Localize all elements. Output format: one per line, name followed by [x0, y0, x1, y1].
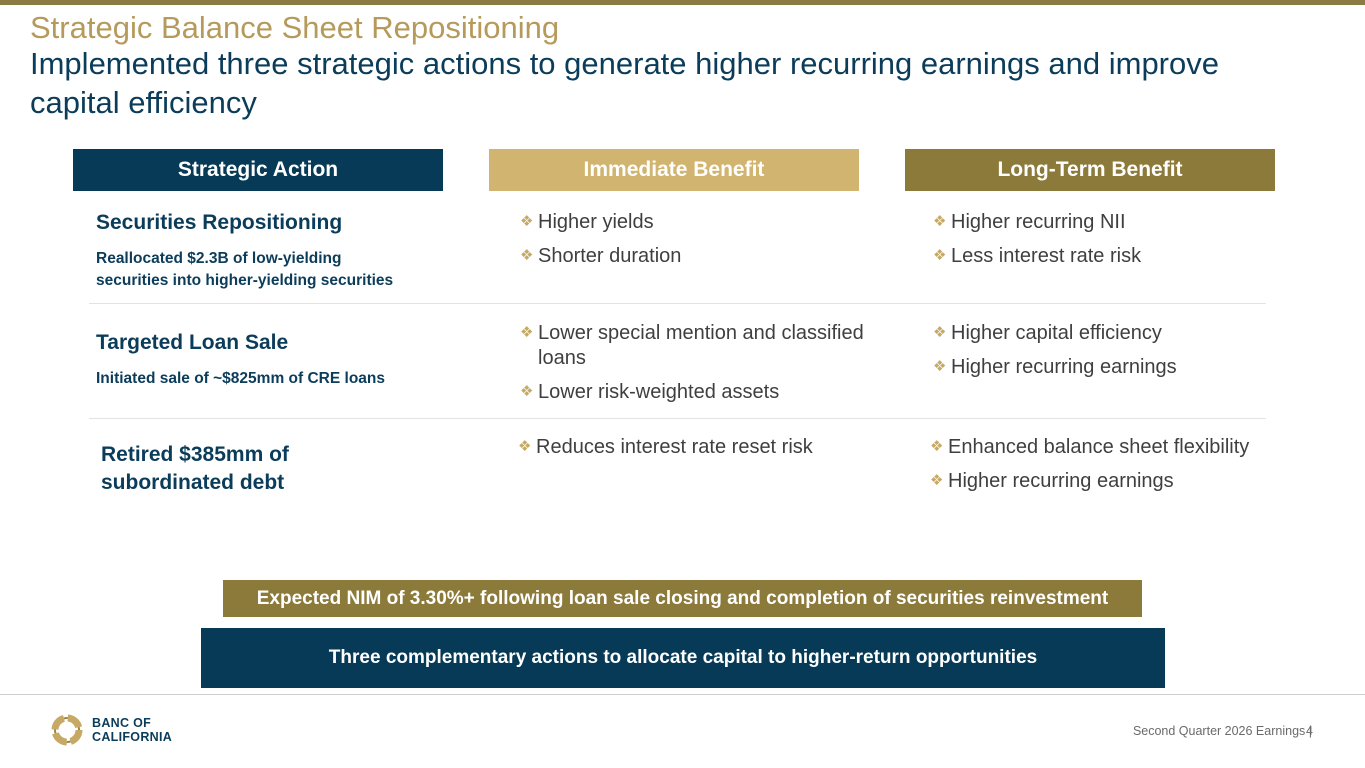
diamond-bullet-icon: ❖ [520, 324, 534, 341]
column-header-immediate-benefit: Immediate Benefit [489, 149, 859, 191]
diamond-bullet-icon: ❖ [933, 358, 947, 375]
list-item: ❖ Lower special mention and classified lo… [520, 322, 864, 369]
row-1-action-description: Reallocated $2.3B of low-yielding securi… [96, 248, 393, 292]
row-1-long-term-benefits: ❖ Higher recurring NII ❖ Less interest rat… [933, 210, 1293, 278]
row-1-action-title: Securities Repositioning [96, 211, 343, 234]
logo-line-2: CALIFORNIA [92, 730, 173, 744]
list-item: ❖ Higher recurring NII [933, 211, 1126, 233]
row-1-desc-line-1: Reallocated $2.3B of low-yielding [96, 250, 342, 267]
diamond-bullet-icon: ❖ [933, 213, 947, 230]
page-subtitle: Implemented three strategic actions to g… [30, 46, 1219, 120]
column-header-long-term-benefit: Long-Term Benefit [905, 149, 1275, 191]
list-item: ❖ Higher yields [520, 211, 654, 233]
diamond-bullet-icon: ❖ [930, 472, 944, 489]
diamond-bullet-icon: ❖ [933, 247, 947, 264]
diamond-bullet-icon: ❖ [930, 438, 944, 455]
page-title: Strategic Balance Sheet Repositioning [30, 10, 560, 45]
row-2-action-description: Initiated sale of ~$825mm of CRE loans [96, 370, 385, 387]
list-item: ❖ Enhanced balance sheet flexibility [930, 436, 1250, 458]
top-accent-bar [0, 0, 1365, 5]
row-2-long-term-benefits: ❖ Higher capital efficiency ❖ Higher recur… [933, 321, 1293, 389]
row-divider [89, 418, 1266, 419]
footer-divider [0, 694, 1365, 695]
footer-caption: Second Quarter 2026 Earnings | [1132, 724, 1312, 738]
page-number: 4 [1306, 724, 1313, 738]
list-item: ❖ Reduces interest rate reset risk [518, 436, 813, 458]
diamond-bullet-icon: ❖ [520, 383, 534, 400]
list-item: ❖ Higher capital efficiency [933, 322, 1162, 344]
column-header-strategic-action: Strategic Action [73, 149, 443, 191]
company-logo-text: BANC OF CALIFORNIA [92, 716, 172, 744]
row-2-action-title: Targeted Loan Sale [96, 331, 289, 354]
diamond-bullet-icon: ❖ [520, 213, 534, 230]
list-item: ❖ Lower risk-weighted assets [520, 381, 780, 403]
diamond-bullet-icon: ❖ [520, 247, 534, 264]
row-2-immediate-benefits: ❖ Lower special mention and classified lo… [520, 321, 880, 414]
row-3-title-line-2: subordinated debt [101, 471, 285, 494]
row-3-immediate-benefits: ❖ Reduces interest rate reset risk [518, 435, 888, 469]
row-3-title-line-1: Retired $385mm of [101, 443, 289, 466]
list-item: ❖ Higher recurring earnings [933, 356, 1177, 378]
banc-of-california-logo-icon [51, 714, 83, 746]
diamond-bullet-icon: ❖ [518, 438, 532, 455]
nim-banner: Expected NIM of 3.30%+ following loan sa… [223, 580, 1142, 617]
row-3-long-term-benefits: ❖ Enhanced balance sheet flexibility ❖ Hig… [930, 435, 1290, 503]
row-1-desc-line-2: securities into higher-yielding securiti… [96, 272, 394, 289]
row-1-immediate-benefits: ❖ Higher yields ❖ Shorter duration [520, 210, 880, 278]
row-3-action-title: Retired $385mm of subordinated debt [101, 441, 289, 497]
summary-banner: Three complementary actions to allocate … [201, 628, 1165, 688]
list-item: ❖ Higher recurring earnings [930, 470, 1174, 492]
row-divider [89, 303, 1266, 304]
diamond-bullet-icon: ❖ [933, 324, 947, 341]
list-item: ❖ Shorter duration [520, 245, 682, 267]
logo-line-1: BANC OF [92, 716, 152, 730]
list-item: ❖ Less interest rate risk [933, 245, 1142, 267]
